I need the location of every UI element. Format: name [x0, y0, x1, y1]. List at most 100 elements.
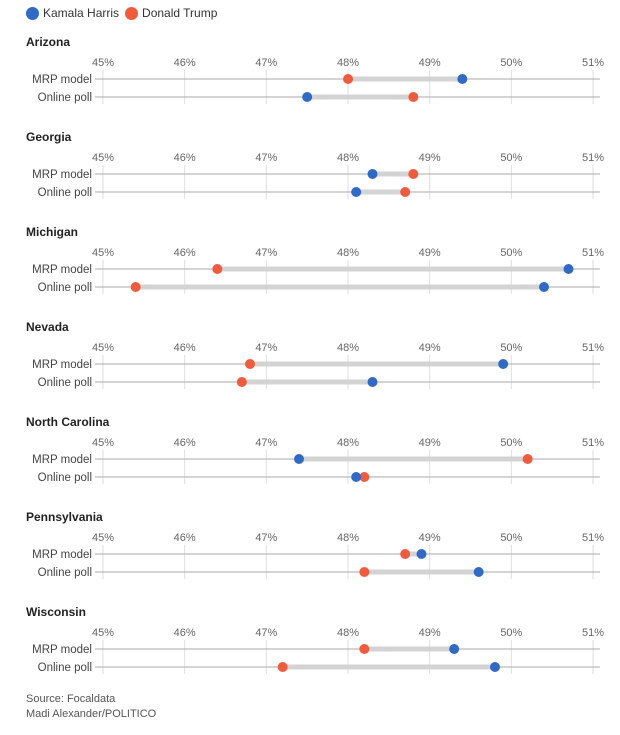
x-tick-label: 47%: [255, 247, 277, 259]
x-tick-label: 45%: [92, 57, 114, 69]
x-tick-label: 50%: [500, 532, 522, 544]
x-tick-label: 46%: [174, 247, 196, 259]
row-label: MRP model: [32, 644, 92, 656]
harris-dot: [457, 74, 468, 84]
harris-dot: [351, 472, 362, 482]
x-tick-label: 46%: [174, 342, 196, 354]
harris-dot: [367, 377, 378, 387]
x-tick-label: 48%: [337, 437, 359, 449]
harris-dot: [351, 187, 362, 197]
x-tick-label: 49%: [419, 532, 441, 544]
row-label: Online poll: [38, 187, 92, 199]
panel-title: Nevada: [26, 320, 69, 334]
trump-dot: [359, 644, 370, 654]
x-tick-label: 45%: [92, 342, 114, 354]
row-label: MRP model: [32, 264, 92, 276]
chart-legend: Kamala Harris Donald Trump: [26, 6, 223, 20]
x-tick-label: 46%: [174, 152, 196, 164]
legend-label-trump: Donald Trump: [142, 6, 218, 20]
row-label: MRP model: [32, 454, 92, 466]
x-tick-label: 50%: [500, 152, 522, 164]
legend-item-harris: Kamala Harris: [26, 6, 119, 20]
harris-dot: [498, 359, 509, 369]
trump-dot: [277, 662, 288, 672]
trump-dot: [359, 567, 370, 577]
row-label: MRP model: [32, 74, 92, 86]
x-tick-label: 49%: [419, 247, 441, 259]
x-tick-label: 49%: [419, 437, 441, 449]
x-tick-label: 47%: [255, 532, 277, 544]
x-tick-label: 45%: [92, 152, 114, 164]
x-tick-label: 50%: [500, 342, 522, 354]
x-tick-label: 48%: [337, 247, 359, 259]
x-tick-label: 46%: [174, 57, 196, 69]
trump-dot: [343, 74, 353, 84]
harris-dot: [416, 549, 427, 559]
x-tick-label: 46%: [174, 532, 196, 544]
x-tick-label: 45%: [92, 532, 114, 544]
x-tick-label: 51%: [582, 247, 604, 259]
x-tick-label: 48%: [337, 152, 359, 164]
harris-dot: [473, 567, 484, 577]
x-tick-label: 49%: [419, 627, 441, 639]
legend-item-trump: Donald Trump: [125, 6, 217, 20]
x-tick-label: 45%: [92, 437, 114, 449]
x-tick-label: 47%: [255, 342, 277, 354]
x-tick-label: 51%: [582, 532, 604, 544]
credit-note: Madi Alexander/POLITICO: [26, 708, 157, 720]
x-tick-label: 49%: [419, 342, 441, 354]
row-label: MRP model: [32, 549, 92, 561]
x-tick-label: 50%: [500, 247, 522, 259]
row-label: MRP model: [32, 169, 92, 181]
trump-dot: [245, 359, 255, 369]
row-label: Online poll: [38, 377, 92, 389]
trump-dot: [236, 377, 247, 387]
row-label: Online poll: [38, 472, 92, 484]
legend-swatch-trump: [125, 6, 139, 20]
row-label: Online poll: [38, 282, 92, 294]
x-tick-label: 49%: [419, 57, 441, 69]
x-tick-label: 47%: [255, 627, 277, 639]
source-note: Source: Focaldata: [26, 693, 116, 705]
harris-dot: [367, 169, 378, 179]
x-tick-label: 48%: [337, 57, 359, 69]
trump-dot: [130, 282, 141, 292]
x-tick-label: 51%: [582, 342, 604, 354]
harris-dot: [539, 282, 549, 292]
trump-dot: [522, 454, 533, 464]
trump-dot: [400, 549, 411, 559]
x-tick-label: 51%: [582, 152, 604, 164]
x-tick-label: 47%: [255, 57, 277, 69]
x-tick-label: 48%: [337, 627, 359, 639]
panel-title: North Carolina: [26, 415, 110, 429]
trump-dot: [408, 169, 419, 179]
x-tick-label: 48%: [337, 532, 359, 544]
harris-dot: [302, 92, 313, 102]
x-tick-label: 46%: [174, 627, 196, 639]
x-tick-label: 45%: [92, 627, 114, 639]
row-label: MRP model: [32, 359, 92, 371]
x-tick-label: 51%: [582, 437, 604, 449]
x-tick-label: 51%: [582, 57, 604, 69]
harris-dot: [449, 644, 460, 654]
harris-dot: [294, 454, 304, 464]
panel-title: Wisconsin: [26, 605, 86, 619]
row-label: Online poll: [38, 662, 92, 674]
x-tick-label: 50%: [500, 437, 522, 449]
x-tick-label: 47%: [255, 437, 277, 449]
x-tick-label: 50%: [500, 627, 522, 639]
panel-title: Georgia: [26, 130, 72, 144]
chart-footer: Source: Focaldata Madi Alexander/POLITIC…: [26, 692, 156, 722]
panel-title: Pennsylvania: [26, 510, 103, 524]
row-label: Online poll: [38, 92, 92, 104]
trump-dot: [359, 472, 370, 482]
panel-title: Arizona: [26, 35, 70, 49]
x-tick-label: 51%: [582, 627, 604, 639]
trump-dot: [400, 187, 411, 197]
trump-dot: [408, 92, 419, 102]
row-label: Online poll: [38, 567, 92, 579]
x-tick-label: 50%: [500, 57, 522, 69]
x-tick-label: 47%: [255, 152, 277, 164]
legend-swatch-harris: [26, 6, 39, 20]
